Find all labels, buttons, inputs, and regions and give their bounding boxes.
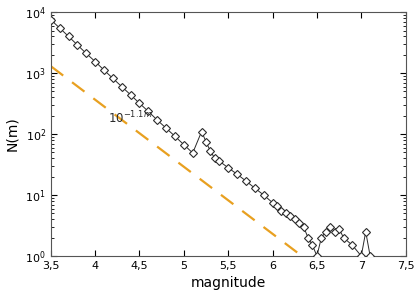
X-axis label: magnitude: magnitude [191, 276, 266, 290]
Text: $10^{-1.1m}$: $10^{-1.1m}$ [108, 110, 153, 126]
Y-axis label: N(m): N(m) [5, 117, 20, 152]
